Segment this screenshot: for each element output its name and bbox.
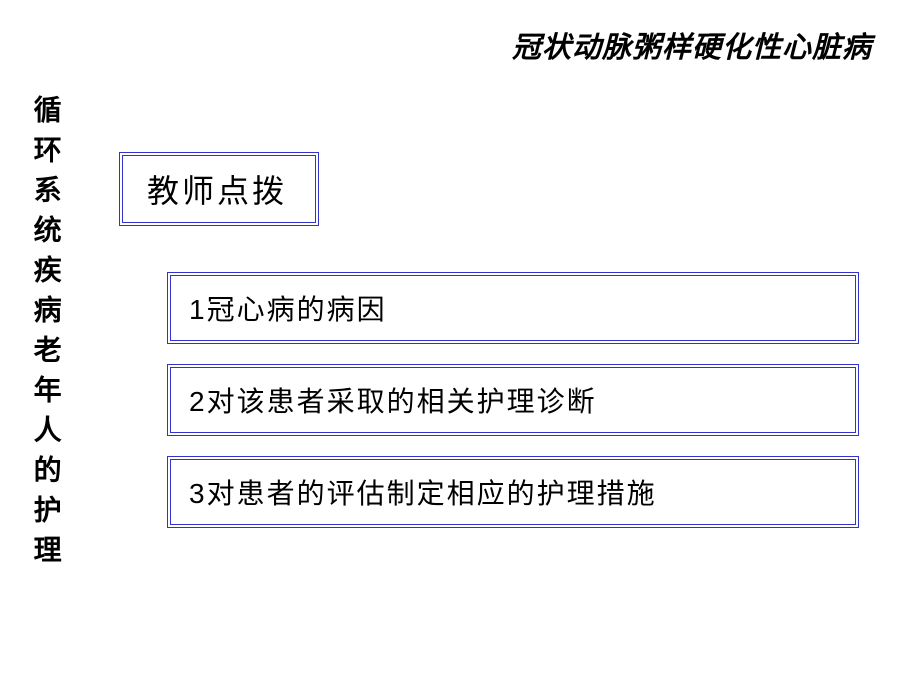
item-box-1: 1冠心病的病因 — [167, 272, 859, 344]
item-text: 1冠心病的病因 — [189, 295, 387, 326]
section-header-label: 教师点拨 — [147, 173, 287, 209]
item-number: 1 — [189, 294, 207, 325]
item-label: 冠心病的病因 — [207, 295, 387, 326]
item-label: 对该患者采取的相关护理诊断 — [207, 387, 597, 418]
item-text: 2对该患者采取的相关护理诊断 — [189, 387, 597, 418]
section-header-box: 教师点拨 — [119, 152, 319, 226]
main-content: 教师点拨 1冠心病的病因 2对该患者采取的相关护理诊断 3对患者的评估制定相应的… — [119, 152, 879, 548]
sidebar-vertical-title: 循环系统疾病老年人的护理 — [28, 95, 62, 575]
item-number: 2 — [189, 386, 207, 417]
item-text: 3对患者的评估制定相应的护理措施 — [189, 479, 657, 510]
item-label: 对患者的评估制定相应的护理措施 — [207, 479, 657, 510]
item-box-3: 3对患者的评估制定相应的护理措施 — [167, 456, 859, 528]
top-title: 冠状动脉粥样硬化性心脏病 — [512, 24, 872, 66]
item-box-2: 2对该患者采取的相关护理诊断 — [167, 364, 859, 436]
item-number: 3 — [189, 478, 207, 509]
